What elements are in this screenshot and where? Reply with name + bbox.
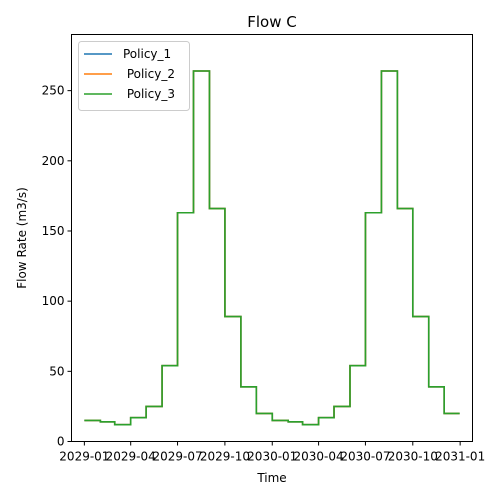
x-tick-label: 2029-04 [106,450,156,464]
y-axis-label: Flow Rate (m3/s) [15,187,29,289]
legend-label-3: Policy_3 [123,87,175,101]
y-tick-label: 100 [42,294,65,308]
x-tick-label: 2030-01 [247,450,297,464]
x-tick-label: 2031-01 [435,450,485,464]
y-tick-label: 50 [49,364,64,378]
series-line-3 [84,70,460,426]
legend-label-1: Policy_1 [123,47,171,61]
series-line-2 [84,70,460,426]
y-axis: 0 50 100 150 200 250 [42,84,72,449]
chart-title: Flow C [247,13,296,31]
x-tick-label: 2029-07 [152,450,202,464]
series-line-1 [84,70,460,426]
x-tick-label: 2030-04 [294,450,344,464]
x-tick-label: 2029-01 [59,450,109,464]
y-tick-label: 200 [42,154,65,168]
x-axis: 2029-012029-042029-072029-102030-012030-… [59,441,485,464]
legend-label-2: Policy_2 [123,67,175,81]
y-tick-label: 0 [57,435,65,449]
x-tick-label: 2030-07 [340,450,390,464]
legend: Policy_1 Policy_2 Policy_3 [78,41,190,111]
x-tick-label: 2029-10 [200,450,250,464]
x-axis-label: Time [256,471,286,485]
y-tick-label: 150 [42,224,65,238]
plot-area [84,70,460,426]
x-tick-label: 2030-10 [388,450,438,464]
y-tick-label: 250 [42,84,65,98]
